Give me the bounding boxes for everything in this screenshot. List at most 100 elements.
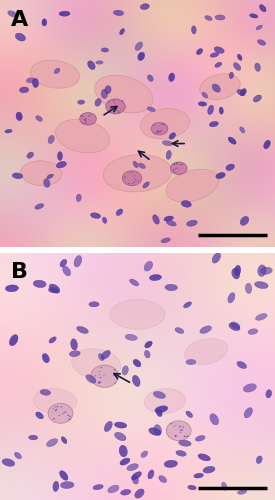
Ellipse shape [99, 371, 100, 372]
Ellipse shape [156, 132, 158, 134]
Ellipse shape [253, 95, 262, 102]
Ellipse shape [240, 127, 245, 133]
Ellipse shape [258, 265, 266, 276]
Ellipse shape [175, 435, 177, 436]
Ellipse shape [69, 416, 71, 417]
Ellipse shape [36, 116, 42, 121]
Ellipse shape [85, 118, 86, 120]
Ellipse shape [214, 47, 224, 54]
Ellipse shape [16, 112, 22, 120]
Ellipse shape [56, 162, 66, 168]
Ellipse shape [53, 408, 54, 409]
Ellipse shape [114, 369, 116, 370]
Ellipse shape [106, 99, 125, 114]
Ellipse shape [85, 122, 87, 123]
Ellipse shape [176, 450, 186, 456]
Ellipse shape [164, 216, 174, 221]
Ellipse shape [100, 377, 101, 378]
Ellipse shape [233, 62, 241, 70]
Ellipse shape [255, 63, 260, 72]
Ellipse shape [81, 115, 82, 116]
Ellipse shape [76, 194, 81, 202]
Ellipse shape [95, 76, 153, 113]
Ellipse shape [212, 84, 220, 92]
Ellipse shape [180, 430, 182, 431]
Ellipse shape [42, 354, 49, 362]
Ellipse shape [122, 171, 142, 186]
Ellipse shape [47, 174, 53, 178]
Ellipse shape [89, 302, 99, 307]
Ellipse shape [60, 482, 74, 488]
Ellipse shape [56, 409, 57, 410]
Ellipse shape [56, 406, 59, 407]
Ellipse shape [151, 122, 168, 135]
Ellipse shape [130, 172, 131, 174]
Ellipse shape [60, 260, 67, 267]
Ellipse shape [226, 164, 235, 170]
Ellipse shape [180, 432, 181, 433]
Ellipse shape [104, 422, 112, 432]
Ellipse shape [36, 412, 43, 419]
Ellipse shape [255, 282, 268, 288]
Ellipse shape [133, 360, 141, 367]
Ellipse shape [88, 119, 89, 120]
Ellipse shape [124, 176, 126, 178]
Ellipse shape [165, 284, 177, 290]
Ellipse shape [244, 408, 252, 418]
Ellipse shape [161, 238, 170, 243]
Ellipse shape [105, 86, 111, 94]
Ellipse shape [232, 268, 240, 279]
Ellipse shape [93, 484, 103, 490]
Ellipse shape [72, 348, 121, 379]
Ellipse shape [91, 365, 118, 388]
Ellipse shape [155, 406, 168, 412]
Ellipse shape [125, 334, 137, 340]
Ellipse shape [131, 183, 133, 184]
Ellipse shape [60, 406, 62, 408]
Ellipse shape [175, 436, 177, 437]
Ellipse shape [100, 382, 101, 383]
Ellipse shape [53, 418, 55, 420]
Ellipse shape [46, 438, 58, 446]
Ellipse shape [101, 89, 108, 99]
Ellipse shape [175, 328, 184, 334]
Ellipse shape [148, 470, 154, 479]
Ellipse shape [248, 329, 258, 334]
Ellipse shape [110, 300, 165, 329]
Ellipse shape [194, 474, 204, 478]
Ellipse shape [198, 102, 207, 106]
Ellipse shape [166, 150, 171, 160]
Ellipse shape [182, 164, 183, 165]
Ellipse shape [12, 173, 23, 178]
Ellipse shape [229, 72, 233, 78]
Ellipse shape [141, 108, 189, 139]
Ellipse shape [256, 25, 262, 29]
Ellipse shape [99, 382, 101, 383]
Ellipse shape [181, 200, 191, 207]
Ellipse shape [54, 68, 60, 73]
Ellipse shape [113, 100, 114, 102]
Ellipse shape [69, 350, 80, 356]
Ellipse shape [162, 124, 164, 125]
Ellipse shape [173, 169, 175, 170]
Ellipse shape [205, 16, 212, 20]
Ellipse shape [157, 130, 158, 132]
Ellipse shape [140, 4, 149, 10]
Ellipse shape [67, 414, 69, 416]
Ellipse shape [114, 382, 116, 384]
Ellipse shape [98, 382, 100, 383]
Ellipse shape [169, 132, 175, 140]
Ellipse shape [63, 266, 71, 276]
Ellipse shape [15, 33, 25, 41]
Ellipse shape [82, 123, 84, 124]
Ellipse shape [250, 14, 258, 18]
Ellipse shape [128, 183, 130, 184]
Ellipse shape [229, 323, 240, 330]
Ellipse shape [147, 107, 155, 112]
Ellipse shape [231, 322, 240, 329]
Ellipse shape [61, 437, 67, 444]
Ellipse shape [132, 476, 138, 484]
Ellipse shape [144, 388, 186, 413]
Ellipse shape [154, 424, 161, 435]
Ellipse shape [122, 100, 123, 102]
